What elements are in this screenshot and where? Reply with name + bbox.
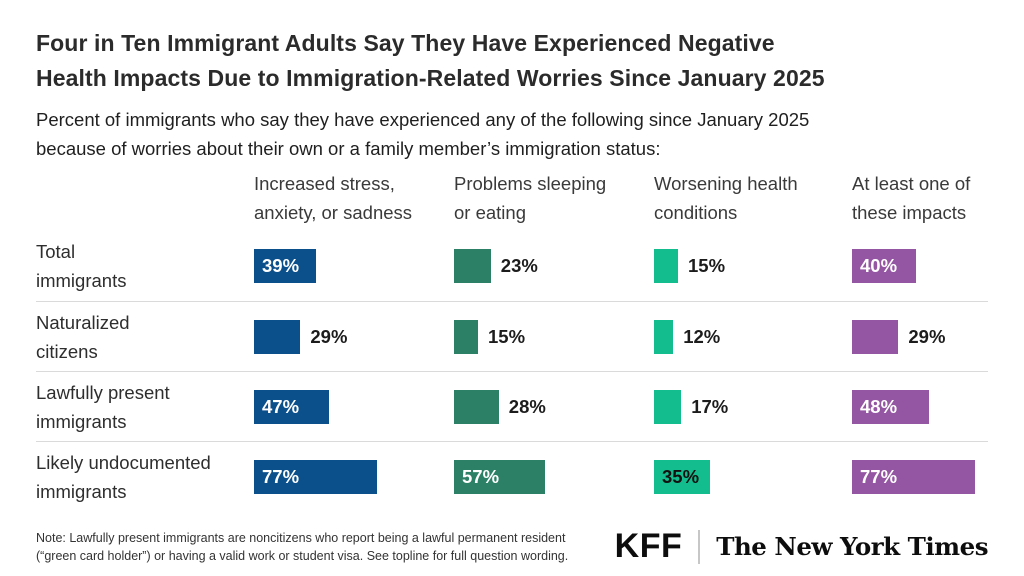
bar: [454, 389, 499, 424]
logo-divider: [698, 529, 701, 564]
table-row: Total immigrants 39% 23% 15% 40%: [36, 231, 988, 301]
bar-value-label: 39%: [262, 255, 300, 276]
bar-cell: 17%: [654, 372, 852, 441]
bar-value-label: 15%: [488, 325, 526, 347]
table-row: Likely undocumented immigrants 77% 57% 35% 7…: [36, 441, 988, 511]
row-label: Likely undocumented immigrants: [36, 451, 211, 502]
bar-cell: 57%: [454, 442, 654, 511]
bar: 77%: [254, 459, 378, 494]
bar-value-label: 77%: [860, 465, 898, 487]
kff-logo: KFF: [614, 527, 683, 565]
bar: [454, 249, 491, 283]
bar: 39%: [254, 249, 317, 283]
bar: [454, 319, 478, 354]
bar-value-label: 17%: [691, 395, 729, 417]
bar-value-label: 48%: [860, 395, 898, 417]
column-header: Increased stress, anxiety, or sadness: [254, 173, 413, 223]
bar-cell: 77%: [254, 442, 454, 511]
column-header-row: Increased stress, anxiety, or sadness Pro…: [36, 169, 988, 231]
bar-value-label: 57%: [462, 465, 500, 487]
bar-cell: 35%: [654, 442, 852, 511]
bar-cell: 77%: [852, 442, 988, 511]
bar: [852, 319, 899, 354]
chart-footer: Note: Lawfully present immigrants are no…: [36, 527, 988, 566]
bar-value-label: 40%: [860, 255, 898, 276]
bar-value-label: 29%: [310, 325, 348, 347]
nyt-logo: The New York Times: [716, 532, 988, 561]
bar: 48%: [852, 389, 929, 424]
logo-lockup: KFF The New York Times: [614, 527, 989, 566]
footnote: Note: Lawfully present immigrants are no…: [36, 530, 569, 563]
bar: 57%: [454, 459, 546, 494]
row-label: Lawfully present immigrants: [36, 381, 170, 432]
bar-cell: 47%: [254, 372, 454, 441]
grouped-bar-chart: Increased stress, anxiety, or sadness Pro…: [36, 169, 988, 511]
bar: [654, 389, 682, 424]
chart-title: Four in Ten Immigrant Adults Say They Ha…: [36, 30, 825, 91]
bar-cell: 12%: [654, 302, 852, 371]
column-header: At least one of these impacts: [852, 173, 971, 223]
bar: [654, 319, 674, 354]
bar: 40%: [852, 249, 916, 283]
row-label: Total immigrants: [36, 241, 127, 291]
bar-value-label: 12%: [683, 325, 721, 347]
bar-value-label: 29%: [908, 325, 946, 347]
bar: [654, 249, 678, 283]
bar-cell: 28%: [454, 372, 654, 441]
bar-cell: 40%: [852, 231, 988, 301]
bar-cell: 15%: [454, 302, 654, 371]
table-row: Lawfully present immigrants 47% 28% 17% 48%: [36, 371, 988, 441]
chart-subtitle: Percent of immigrants who say they have …: [36, 109, 810, 159]
bar-value-label: 15%: [688, 255, 726, 276]
column-header: Worsening health conditions: [654, 173, 798, 223]
bar-value-label: 77%: [262, 465, 300, 487]
bar-cell: 23%: [454, 231, 654, 301]
row-label: Naturalized citizens: [36, 311, 130, 362]
bar: 35%: [654, 459, 710, 494]
bar-value-label: 28%: [508, 395, 546, 417]
bar-cell: 29%: [852, 302, 988, 371]
bar-value-label: 23%: [500, 255, 538, 276]
bar-cell: 48%: [852, 372, 988, 441]
bar-cell: 29%: [254, 302, 454, 371]
column-header: Problems sleeping or eating: [454, 173, 607, 223]
bar-value-label: 47%: [262, 395, 300, 417]
bar: [254, 319, 301, 354]
bar-cell: 15%: [654, 231, 852, 301]
bar: 47%: [254, 389, 330, 424]
bar-value-label: 35%: [662, 465, 700, 487]
bar-cell: 39%: [254, 231, 454, 301]
table-row: Naturalized citizens 29% 15% 12% 29%: [36, 301, 988, 371]
bar: 77%: [852, 459, 976, 494]
